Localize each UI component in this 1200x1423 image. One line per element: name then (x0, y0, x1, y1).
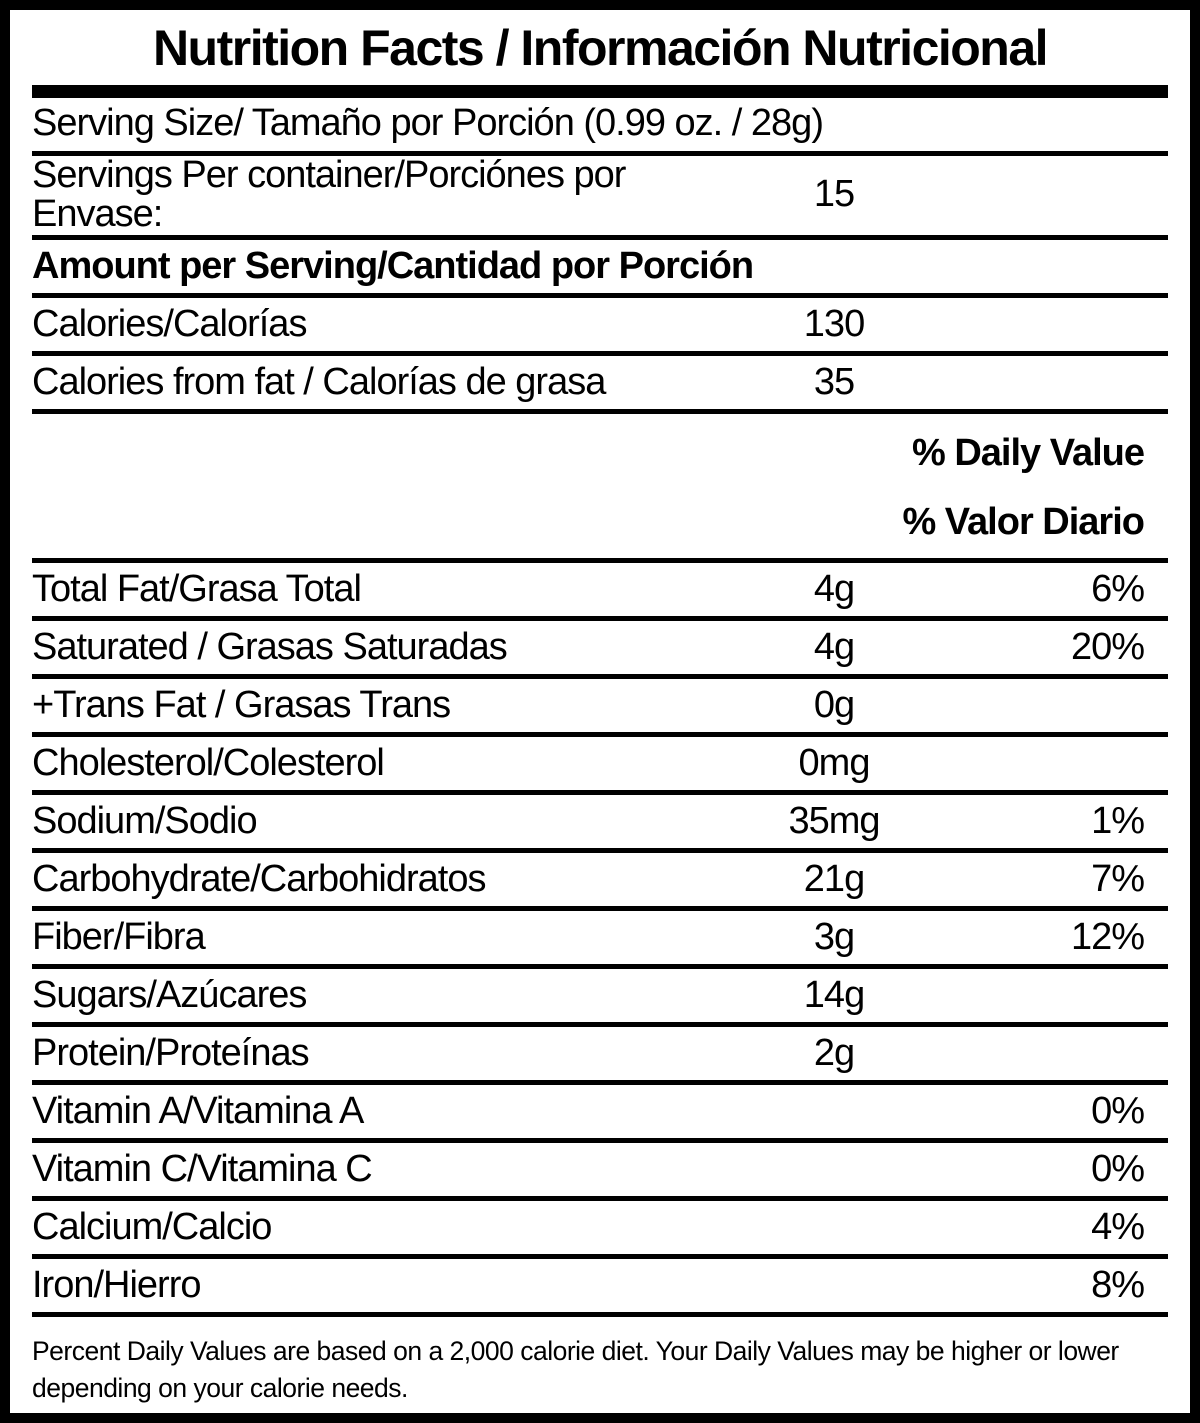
nutrient-percent: 7% (1091, 857, 1145, 900)
serving-size-text: Serving Size/ Tamaño por Porción (0.99 o… (32, 102, 824, 145)
divider (32, 1312, 1168, 1318)
nutrient-label: +Trans Fat / Grasas Trans (32, 683, 451, 726)
amount-per-serving-header-row: Amount per Serving/Cantidad por Porción (32, 240, 1168, 293)
nutrient-percent: 0% (1091, 1089, 1145, 1132)
divider (32, 150, 1168, 156)
footnote-english: Percent Daily Values are based on a 2,00… (32, 1336, 1119, 1403)
nutrient-label: Calcium/Calcio (32, 1205, 272, 1248)
label-title: Nutrition Facts / Información Nutriciona… (152, 20, 1049, 76)
nutrient-amount: 4g (813, 625, 855, 668)
nutrient-row-vitamin-c: Vitamin C/Vitamina C 0% (32, 1143, 1168, 1196)
divider (32, 906, 1168, 912)
divider (32, 558, 1168, 564)
divider (32, 848, 1168, 854)
divider (32, 1254, 1168, 1260)
footnote-spanish: Los Porcentajes de Valores Diarios están… (32, 1406, 1168, 1413)
divider (32, 732, 1168, 738)
nutrient-amount: 21g (803, 857, 865, 900)
nutrient-row-carbohydrate: Carbohydrate/Carbohidratos 21g 7% (32, 853, 1168, 906)
nutrient-row-sodium: Sodium/Sodio 35mg 1% (32, 795, 1168, 848)
nutrient-row-calcium: Calcium/Calcio 4% (32, 1201, 1168, 1254)
title-divider-bar (32, 84, 1168, 98)
divider (32, 674, 1168, 680)
nutrient-label: Cholesterol/Colesterol (32, 741, 385, 784)
label-content: Nutrition Facts / Información Nutriciona… (10, 10, 1190, 1413)
nutrient-row-vitamin-a: Vitamin A/Vitamina A 0% (32, 1085, 1168, 1138)
divider (32, 616, 1168, 622)
nutrient-amount: 2g (813, 1031, 855, 1074)
divider (32, 235, 1168, 241)
nutrient-row-saturated-fat: Saturated / Grasas Saturadas 4g 20% (32, 621, 1168, 674)
nutrient-label: Vitamin C/Vitamina C (32, 1147, 373, 1190)
nutrient-row-cholesterol: Cholesterol/Colesterol 0mg (32, 737, 1168, 790)
calories-label: Calories/Calorías (32, 302, 307, 345)
nutrient-percent: 1% (1091, 799, 1145, 842)
daily-value-header-es: % Valor Diario (902, 501, 1145, 544)
nutrient-label: Fiber/Fibra (32, 915, 206, 958)
servings-per-container-row: Servings Per container/Porciónes por Env… (32, 153, 1168, 236)
divider (32, 1138, 1168, 1144)
nutrient-amount: 0g (813, 683, 855, 726)
nutrient-percent: 6% (1091, 567, 1145, 610)
divider (32, 790, 1168, 796)
servings-per-container-value: 15 (813, 173, 855, 216)
calories-from-fat-label: Calories from fat / Calorías de grasa (32, 360, 606, 403)
nutrient-row-sugars: Sugars/Azúcares 14g (32, 969, 1168, 1022)
nutrient-label: Protein/Proteínas (32, 1031, 310, 1074)
calories-from-fat-row: Calories from fat / Calorías de grasa 35 (32, 356, 1168, 409)
calories-value: 130 (803, 302, 865, 345)
daily-value-header-en: % Daily Value (911, 432, 1145, 475)
divider (32, 1196, 1168, 1202)
calories-row: Calories/Calorías 130 (32, 298, 1168, 351)
nutrient-amount: 3g (813, 915, 855, 958)
divider (32, 293, 1168, 299)
divider (32, 409, 1168, 415)
nutrient-percent: 20% (1070, 625, 1145, 668)
divider (32, 1022, 1168, 1028)
divider (32, 1080, 1168, 1086)
serving-size-row: Serving Size/ Tamaño por Porción (0.99 o… (32, 98, 1168, 151)
nutrient-amount: 35mg (788, 799, 880, 842)
nutrient-row-iron: Iron/Hierro 8% (32, 1259, 1168, 1312)
nutrient-percent: 8% (1091, 1263, 1145, 1306)
nutrient-percent: 4% (1091, 1205, 1145, 1248)
calories-from-fat-value: 35 (813, 360, 855, 403)
nutrient-percent: 0% (1091, 1147, 1145, 1190)
servings-per-container-label: Servings Per container/Porciónes por Env… (32, 153, 626, 236)
nutrient-amount: 0mg (798, 741, 871, 784)
nutrient-row-total-fat: Total Fat/Grasa Total 4g 6% (32, 563, 1168, 616)
nutrient-label: Sugars/Azúcares (32, 973, 307, 1016)
nutrient-label: Sodium/Sodio (32, 799, 258, 842)
divider (32, 964, 1168, 970)
nutrient-label: Iron/Hierro (32, 1263, 202, 1306)
nutrient-label: Saturated / Grasas Saturadas (32, 625, 508, 668)
nutrient-label: Carbohydrate/Carbohidratos (32, 857, 487, 900)
nutrient-row-fiber: Fiber/Fibra 3g 12% (32, 911, 1168, 964)
divider (32, 351, 1168, 357)
daily-value-header: % Daily Value % Valor Diario (32, 414, 1168, 558)
nutrient-percent: 12% (1070, 915, 1145, 958)
nutrient-amount: 4g (813, 567, 855, 610)
nutrient-row-protein: Protein/Proteínas 2g (32, 1027, 1168, 1080)
footnotes: Percent Daily Values are based on a 2,00… (32, 1317, 1168, 1413)
nutrient-label: Vitamin A/Vitamina A (32, 1089, 364, 1132)
nutrient-row-trans-fat: +Trans Fat / Grasas Trans 0g (32, 679, 1168, 732)
nutrient-label: Total Fat/Grasa Total (32, 567, 362, 610)
nutrient-amount: 14g (803, 973, 865, 1016)
amount-per-serving-header: Amount per Serving/Cantidad por Porción (32, 244, 754, 287)
